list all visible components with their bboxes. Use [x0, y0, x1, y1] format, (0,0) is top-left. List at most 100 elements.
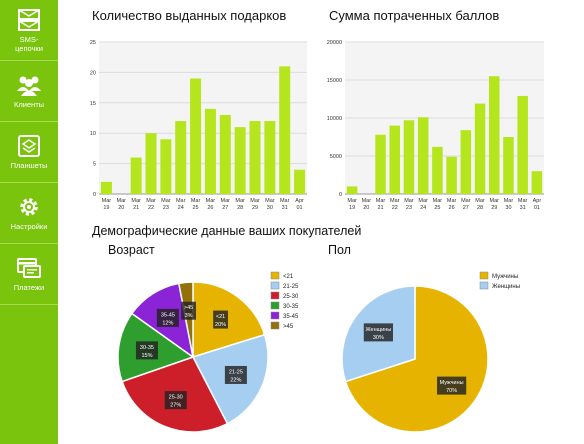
y-tick-label: 20 — [90, 70, 96, 76]
x-tick-month: Mar — [518, 198, 528, 204]
pie-slice — [344, 285, 489, 433]
sidebar-item-label: Планшеты — [10, 161, 48, 170]
x-tick-month: Mar — [347, 198, 357, 204]
legend-label: 30-35 — [283, 304, 299, 310]
bar — [531, 171, 543, 194]
bar — [375, 134, 386, 194]
x-tick-day: 31 — [282, 205, 288, 211]
x-tick-month: Mar — [250, 198, 260, 204]
legend-swatch — [270, 281, 280, 290]
x-tick-month: Mar — [376, 198, 386, 204]
x-tick-month: Mar — [490, 198, 500, 204]
slice-value: 3% — [185, 313, 193, 319]
bar — [175, 121, 187, 194]
x-tick-day: 21 — [377, 205, 383, 211]
slice-label: 21-25 — [229, 369, 243, 375]
gender-title: Пол — [328, 243, 351, 257]
slice-label-box — [156, 308, 179, 327]
sidebar-item-label: Настройки — [10, 222, 48, 231]
slice-label: 30-35 — [140, 345, 154, 351]
y-tick-label: 10 — [90, 131, 96, 137]
bar — [264, 121, 276, 194]
sidebar-item-payments[interactable]: Платежи — [0, 244, 58, 305]
legend-label: Мужчины — [492, 274, 518, 280]
slice-label: 35-45 — [161, 312, 175, 318]
x-tick-month: Mar — [146, 198, 156, 204]
slice-value: 20% — [215, 322, 226, 328]
bar — [234, 127, 246, 194]
y-tick-label: 15 — [90, 101, 96, 107]
x-tick-day: 23 — [163, 205, 169, 211]
legend-label: >45 — [283, 324, 294, 330]
x-tick-month: Mar — [461, 198, 471, 204]
x-tick-month: Mar — [390, 198, 400, 204]
bar — [446, 156, 457, 194]
y-tick-label: 25 — [90, 40, 96, 46]
legend-swatch — [270, 291, 280, 300]
sidebar-item-tablets[interactable]: Планшеты — [0, 122, 58, 183]
envelope-icon — [18, 8, 40, 31]
bar — [130, 157, 142, 194]
x-tick-month: Mar — [161, 198, 171, 204]
bar — [346, 186, 358, 194]
legend-label: Женщины — [492, 284, 520, 290]
sidebar-item-label: Платежи — [13, 283, 45, 292]
slice-value: 15% — [141, 353, 152, 359]
x-tick-day: 24 — [178, 205, 184, 211]
bar — [279, 66, 291, 194]
y-tick-label: 0 — [93, 192, 96, 198]
gear-icon — [20, 198, 38, 216]
bar — [460, 130, 472, 194]
sidebar-item-sms-chains[interactable]: SMS- цепочки — [0, 0, 58, 61]
tablet-icon — [18, 135, 40, 157]
x-tick-day: 31 — [520, 205, 526, 211]
y-tick-label: 5 — [93, 162, 96, 168]
x-tick-day: 22 — [392, 205, 398, 211]
x-tick-day: 30 — [267, 205, 273, 211]
x-tick-day: 22 — [148, 205, 154, 211]
x-tick-day: 29 — [252, 205, 258, 211]
gifts-bar-chart: 0510152025Mar19Mar20Mar21Mar22Mar23Mar24… — [90, 40, 307, 211]
pie-slice — [192, 281, 266, 359]
x-tick-day: 23 — [406, 205, 412, 211]
x-tick-month: Apr — [295, 198, 304, 204]
x-tick-day: 20 — [118, 205, 124, 211]
slice-label: Мужчины — [440, 380, 464, 386]
x-tick-day: 19 — [103, 205, 109, 211]
legend-label: 35-45 — [283, 314, 299, 320]
x-tick-month: Mar — [280, 198, 290, 204]
slice-label-box — [181, 301, 196, 320]
age-title: Возраст — [108, 243, 155, 257]
users-icon — [17, 76, 41, 96]
x-tick-month: Mar — [235, 198, 245, 204]
gifts-chart-title: Количество выданных подарков — [92, 8, 287, 23]
slice-value: 12% — [162, 320, 173, 326]
legend-swatch — [479, 281, 489, 290]
x-tick-month: Mar — [176, 198, 186, 204]
bar — [190, 78, 202, 194]
slice-label: >45 — [184, 305, 193, 311]
x-tick-day: 28 — [237, 205, 243, 211]
bar — [432, 146, 443, 194]
x-tick-month: Mar — [221, 198, 231, 204]
bar — [403, 120, 415, 194]
points-bar-chart: 05000100001500020000Mar19Mar20Mar21Mar22… — [327, 40, 544, 211]
sidebar: SMS- цепочки Клиенты Планшеты Настройки — [0, 0, 58, 444]
x-tick-day: 25 — [193, 205, 199, 211]
y-tick-label: 5000 — [330, 154, 342, 160]
slice-label-box — [213, 310, 228, 329]
slice-value: 22% — [230, 377, 241, 383]
x-tick-month: Mar — [206, 198, 216, 204]
x-tick-day: 25 — [434, 205, 440, 211]
y-tick-label: 0 — [339, 192, 342, 198]
bar — [100, 181, 112, 194]
sidebar-item-clients[interactable]: Клиенты — [0, 61, 58, 122]
slice-label: Женщины — [366, 327, 392, 333]
y-tick-label: 10000 — [327, 116, 342, 122]
x-tick-month: Mar — [433, 198, 443, 204]
x-tick-month: Mar — [102, 198, 112, 204]
payments-icon — [17, 258, 41, 278]
slice-value: 30% — [373, 335, 384, 341]
bar — [219, 114, 231, 194]
sidebar-item-settings[interactable]: Настройки — [0, 183, 58, 244]
